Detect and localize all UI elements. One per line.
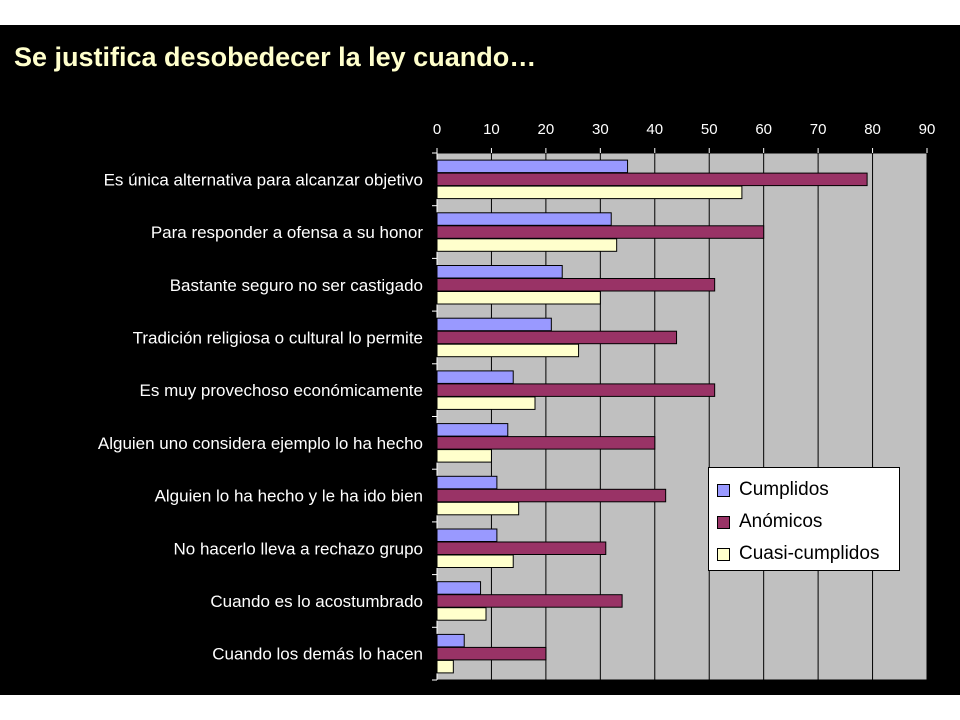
category-label: Alguien uno considera ejemplo lo ha hech…	[98, 434, 423, 453]
category-label: Alguien lo ha hecho y le ha ido bien	[155, 487, 423, 506]
bar-cuasi-cumplidos	[436, 501, 520, 516]
bar-cumplidos	[436, 423, 509, 437]
bar-cumplidos	[436, 317, 552, 332]
bar-cumplidos	[436, 159, 629, 174]
bar-an-micos	[436, 225, 765, 239]
bar-cuasi-cumplidos	[436, 607, 487, 621]
legend: Cumplidos Anómicos Cuasi-cumplidos	[708, 467, 900, 571]
x-tick-label: 10	[483, 121, 500, 138]
category-label: Cuando es lo acostumbrado	[210, 592, 423, 611]
legend-swatch	[717, 483, 730, 497]
legend-label: Anómicos	[739, 511, 823, 532]
x-tick-label: 30	[592, 121, 609, 138]
legend-swatch	[717, 547, 730, 561]
bar-an-micos	[436, 488, 667, 503]
category-label: Cuando los demás lo hacen	[212, 645, 423, 664]
legend-item-cuasi-cumplidos: Cuasi-cumplidos	[717, 538, 891, 570]
x-tick-label: 60	[755, 121, 772, 138]
bar-an-micos	[436, 541, 607, 555]
x-tick-label: 40	[646, 121, 663, 138]
legend-label: Cumplidos	[739, 479, 829, 500]
bar-an-micos	[436, 436, 656, 450]
x-tick-label: 90	[919, 121, 936, 138]
bar-an-micos	[436, 330, 678, 345]
bar-an-micos	[436, 278, 716, 292]
bar-cumplidos	[436, 265, 563, 279]
legend-item-cumplidos: Cumplidos	[717, 474, 891, 506]
bar-cuasi-cumplidos	[436, 554, 514, 568]
bar-cumplidos	[436, 581, 482, 595]
category-label: Es única alternativa para alcanzar objet…	[104, 170, 423, 189]
chart-title: Se justifica desobedecer la ley cuando…	[14, 42, 537, 72]
x-tick-label: 50	[701, 121, 718, 138]
bar-cuasi-cumplidos	[436, 449, 492, 463]
bar-cuasi-cumplidos	[436, 238, 618, 252]
x-tick-label: 20	[538, 121, 555, 138]
bar-cuasi-cumplidos	[436, 396, 536, 410]
bar-cumplidos	[436, 370, 514, 384]
legend-swatch	[717, 515, 730, 529]
x-tick-label: 70	[810, 121, 827, 138]
category-label: Es muy provechoso económicamente	[140, 381, 423, 400]
category-label: Para responder a ofensa a su honor	[151, 223, 424, 242]
legend-label: Cuasi-cumplidos	[739, 543, 880, 564]
bar-an-micos	[436, 383, 716, 397]
bar-cuasi-cumplidos	[436, 659, 454, 674]
category-label: Bastante seguro no ser castigado	[170, 276, 423, 295]
bar-an-micos	[436, 646, 547, 661]
bar-cuasi-cumplidos	[436, 291, 601, 305]
bar-an-micos	[436, 172, 868, 187]
bar-cumplidos	[436, 633, 465, 648]
bar-an-micos	[436, 594, 623, 608]
bar-cumplidos	[436, 528, 498, 542]
bar-cumplidos	[436, 212, 612, 226]
x-tick-label: 80	[864, 121, 881, 138]
bar-cuasi-cumplidos	[436, 185, 743, 200]
plot-area: 0 10 20 30 40 50 60 70 80 90 Es única alternativa …	[98, 121, 936, 681]
legend-item-anomicos: Anómicos	[717, 506, 891, 538]
bar-cuasi-cumplidos	[436, 343, 580, 358]
bar-cumplidos	[436, 475, 498, 490]
category-label: Tradición religiosa o cultural lo permit…	[133, 328, 423, 347]
x-tick-label: 0	[433, 121, 441, 138]
category-label: No hacerlo lleva a rechazo grupo	[174, 539, 423, 558]
